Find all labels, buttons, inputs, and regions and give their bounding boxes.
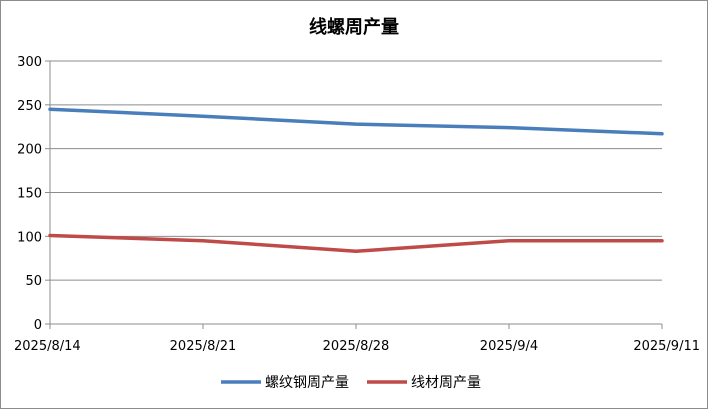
legend-label-1: 线材周产量 (411, 375, 481, 391)
y-tick-label: 250 (17, 99, 42, 114)
y-tick-label: 300 (17, 55, 42, 70)
series-line-0 (48, 107, 664, 136)
y-tick-label: 200 (17, 143, 42, 158)
x-tick-label: 2025/8/28 (323, 339, 390, 354)
y-tick-label: 150 (17, 187, 42, 202)
y-tick-label: 0 (34, 318, 42, 333)
legend: 螺纹钢周产量 线材周产量 (221, 375, 481, 391)
x-tick-label: 2025/9/11 (633, 339, 700, 354)
gridlines (50, 60, 662, 281)
series-line-1 (48, 233, 664, 253)
x-tick-label: 2025/8/21 (170, 339, 237, 354)
axes (45, 60, 663, 329)
y-tick-label: 50 (25, 274, 42, 289)
series-lines (48, 107, 664, 253)
legend-label-0: 螺纹钢周产量 (265, 375, 349, 391)
x-tick-labels: 2025/8/14 2025/8/21 2025/8/28 2025/9/4 2025/… (14, 339, 700, 354)
x-tick-label: 2025/8/14 (14, 339, 81, 354)
y-tick-label: 100 (17, 230, 42, 245)
chart-title: 线螺周产量 (309, 16, 399, 38)
y-tick-labels: 0 50 100 150 200 250 300 (17, 55, 42, 333)
x-tick-label: 2025/9/4 (480, 339, 538, 354)
